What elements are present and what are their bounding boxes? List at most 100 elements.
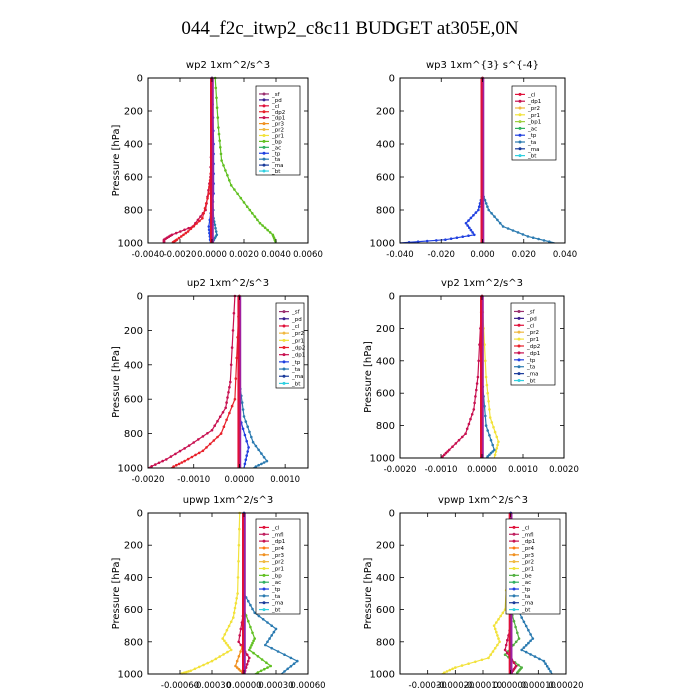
x-tick-label: -0.00030 [409,681,447,691]
legend-marker [517,309,521,313]
legend-label: _bt [291,381,301,387]
legend-marker [262,169,266,173]
data-point [542,659,546,663]
data-point [266,666,269,669]
data-point [473,233,476,237]
y-tick-label: 400 [376,573,395,584]
data-point [251,440,255,444]
legend-marker [512,532,516,536]
series-line-dp1 [163,78,213,243]
x-tick-label: 0.0010 [508,465,538,475]
data-point [266,621,269,624]
data-point [483,404,486,408]
y-tick-label: 200 [376,541,395,552]
data-point [214,86,218,90]
data-point [237,640,240,644]
data-point [488,416,492,419]
data-point [239,650,242,653]
data-point [187,444,191,447]
data-point [217,132,221,136]
data-point [259,669,263,673]
legend-marker [262,92,266,96]
data-point [225,628,229,632]
x-tick-label: 0.0020 [229,250,259,260]
data-point [179,230,182,233]
data-point [480,658,484,662]
data-point [201,217,204,220]
y-axis-label: Pressure [hPa] [111,346,122,418]
data-point [475,388,478,392]
legend-label: _pr1 [271,567,284,573]
data-point [245,454,248,457]
data-point [224,641,228,645]
legend-label: _ma [271,163,283,169]
chart-panel-4: vp2 1xm^2/s^3 Pressure [hPa] 0 200 400 600 800… [363,278,579,475]
data-point [210,428,214,432]
data-point [247,619,250,623]
legend-label: _sf [271,92,281,98]
data-point [235,666,239,669]
legend-label: _ma [271,601,283,607]
data-point [222,425,226,429]
data-point [199,215,202,218]
data-point [501,225,505,228]
legend-marker [518,113,522,117]
legend-label: _dp1 [521,539,535,545]
legend-marker [517,379,521,383]
legend-label: _pr4 [521,546,535,552]
data-point [283,670,286,673]
legend-marker [282,381,286,385]
y-axis-label: Pressure [hPa] [363,341,374,413]
y-tick-label: 600 [376,389,395,400]
data-point [487,208,491,212]
legend-marker [262,560,266,564]
data-point [184,231,188,235]
data-point [506,227,510,230]
legend-label: _pr1 [526,337,539,343]
plot-frame [147,512,309,675]
y-tick-label: 400 [124,140,143,151]
data-point [445,670,449,673]
data-point [261,224,264,227]
data-point [460,664,464,667]
data-point [208,442,212,446]
data-point [245,653,249,656]
data-point [467,219,470,222]
data-point [484,414,487,418]
data-point [226,174,229,177]
data-point [265,459,269,463]
data-point [216,116,220,119]
legend-marker [282,310,286,314]
legend-label: _pr3 [271,122,285,128]
data-point [538,657,541,661]
data-point [219,146,222,149]
data-point [177,236,181,240]
data-point [274,627,278,631]
legend-label: _dp2 [291,346,305,352]
data-point [493,430,497,434]
legend-label: _sf [291,310,301,316]
legend-label: _ac [521,580,531,586]
legend-label: _be [521,573,532,579]
x-tick-label: 0.0000 [197,250,227,260]
legend-marker [282,360,286,364]
data-point [225,401,228,404]
legend-box [510,302,556,386]
x-tick-label: -0.0020 [384,465,417,475]
data-point [527,641,530,645]
data-point [486,455,490,458]
legend-marker [518,133,522,137]
data-point [503,653,507,656]
data-point [504,643,508,647]
data-point [493,627,497,631]
data-point [449,237,453,240]
x-tick-label: -0.00020 [436,681,474,691]
chart-panel-5: upwp 1xm^2/s^3 Pressure [hPa] 0 200 400 600 80… [111,495,326,691]
legend-marker [512,601,516,605]
data-point [203,207,207,210]
x-tick-label: 0.0000 [467,465,497,475]
legend-label: _pd [291,317,302,323]
data-point [174,452,177,456]
data-point [485,383,489,387]
data-point [495,435,499,439]
